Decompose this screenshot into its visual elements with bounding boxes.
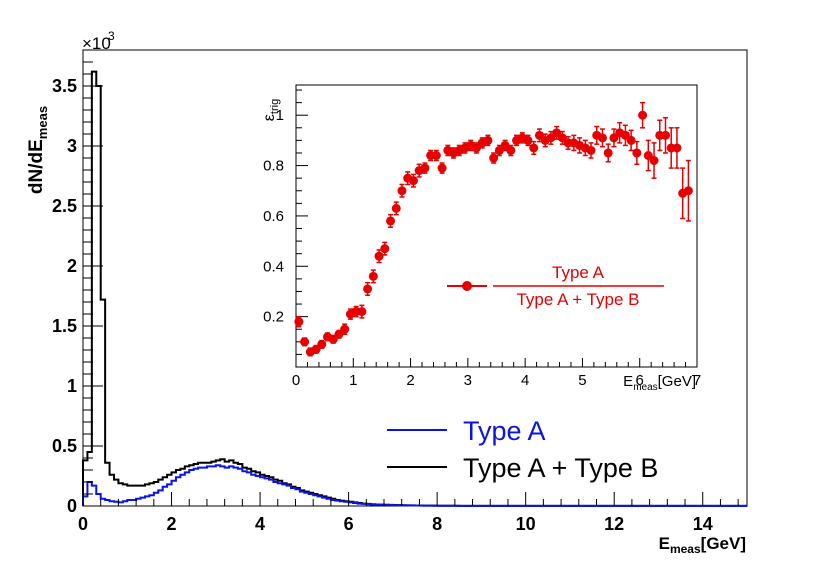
inset-data-point xyxy=(391,203,401,213)
inset-y-tick-label: 1 xyxy=(276,107,284,124)
main-x-tick-label: 4 xyxy=(255,514,265,534)
main-y-tick-label: 3 xyxy=(67,136,77,156)
legend-label-type-ab: Type A + Type B xyxy=(463,453,658,483)
inset-data-point xyxy=(397,186,407,196)
inset-x-tick-label: 1 xyxy=(349,372,357,389)
inset-data-point xyxy=(363,284,373,294)
main-y-tick-label: 0 xyxy=(67,496,77,516)
inset-x-tick-label: 0 xyxy=(292,372,300,389)
inset-plot-background xyxy=(296,85,697,367)
inset-y-tick-label: 0.2 xyxy=(263,309,284,326)
inset-data-point xyxy=(317,339,327,349)
inset-y-ticks: 0.2 0.4 0.6 0.8 1 xyxy=(263,89,308,355)
inset-y-tick-label: 0.6 xyxy=(263,208,284,225)
inset-y-label: εtrig xyxy=(261,99,281,121)
inset-data-point xyxy=(597,133,607,143)
inset-data-point xyxy=(683,186,693,196)
main-x-ticks: 0 2 4 6 8 10 12 14 xyxy=(78,492,739,534)
inset-x-tick-label: 6 xyxy=(636,372,644,389)
inset-legend-marker xyxy=(462,281,472,291)
main-y-exponent-power: 3 xyxy=(108,29,115,43)
main-y-label: dN/dEmeas xyxy=(26,106,50,194)
inset-x-label-sub: meas xyxy=(633,382,657,393)
inset-legend-denominator: Type A + Type B xyxy=(516,290,639,309)
inset-y-tick-label: 0.4 xyxy=(263,258,284,275)
inset-data-point xyxy=(632,148,642,158)
inset-x-ticks: 0 1 2 3 4 5 6 7 xyxy=(292,358,701,389)
inset-data-point xyxy=(386,216,396,226)
inset-data-point xyxy=(523,135,533,145)
inset-data-point xyxy=(529,143,539,153)
inset-data-points xyxy=(294,101,693,357)
main-x-label-main: E xyxy=(659,534,670,553)
inset-data-point xyxy=(506,145,516,155)
inset-x-tick-label: 2 xyxy=(406,372,414,389)
inset-data-point xyxy=(626,135,636,145)
inset-y-tick-label: 0.8 xyxy=(263,158,284,175)
main-y-ticks: 0 0.5 1 1.5 2 2.5 3 3.5 xyxy=(52,61,103,516)
main-legend: Type A Type A + Type B xyxy=(387,416,658,483)
main-x-tick-label: 6 xyxy=(344,514,354,534)
inset-y-label-main: ε xyxy=(261,114,278,121)
inset-legend: Type A Type A + Type B xyxy=(447,263,664,309)
inset-data-point xyxy=(603,148,613,158)
main-x-label: Emeas[GeV] xyxy=(659,534,746,556)
main-y-tick-label: 0.5 xyxy=(52,436,77,456)
main-y-tick-label: 3.5 xyxy=(52,76,77,96)
inset-plot-frame xyxy=(295,84,698,368)
main-y-tick-label: 1 xyxy=(67,376,77,396)
inset-data-point xyxy=(380,244,390,254)
inset-x-label-unit: [GeV] xyxy=(658,373,696,390)
inset-x-label-main: E xyxy=(623,373,633,390)
inset-x-tick-label: 5 xyxy=(578,372,586,389)
inset-y-label-sub: trig xyxy=(269,99,281,114)
main-x-tick-label: 10 xyxy=(516,514,536,534)
main-x-tick-label: 0 xyxy=(78,514,88,534)
histogram-series-type-a xyxy=(82,464,747,507)
inset-data-point xyxy=(437,163,447,173)
inset-data-point xyxy=(300,337,310,347)
main-y-tick-label: 2.5 xyxy=(52,196,77,216)
svg-text:εtrig: εtrig xyxy=(261,99,281,121)
main-y-tick-label: 1.5 xyxy=(52,316,77,336)
inset-data-point xyxy=(586,145,596,155)
main-y-exponent-base: ×10 xyxy=(82,34,111,53)
inset-data-point xyxy=(374,251,384,261)
inset-data-point xyxy=(340,324,350,334)
main-x-tick-label: 12 xyxy=(604,514,624,534)
main-y-label-sub: meas xyxy=(35,106,50,139)
inset-data-point xyxy=(420,163,430,173)
main-x-label-unit: [GeV] xyxy=(701,534,746,553)
inset-data-point xyxy=(408,176,418,186)
legend-label-type-a: Type A xyxy=(463,416,546,446)
inset-x-label: Emeas[GeV] xyxy=(623,373,696,393)
inset-data-point xyxy=(368,271,378,281)
inset-data-point xyxy=(489,153,499,163)
main-x-tick-label: 14 xyxy=(693,514,713,534)
main-plot: 0 2 4 6 8 10 12 14 00.511.522.533.5 ×10 3 dN/dE… xyxy=(26,29,748,556)
inset-data-point xyxy=(483,135,493,145)
main-x-tick-label: 2 xyxy=(167,514,177,534)
inset-data-point xyxy=(638,110,648,120)
inset-data-point xyxy=(431,151,441,160)
inset-data-point xyxy=(294,317,304,327)
inset-data-point xyxy=(660,130,670,140)
inset-data-point xyxy=(357,307,367,317)
inset-x-tick-label: 3 xyxy=(464,372,472,389)
main-histogram-layer xyxy=(82,70,747,507)
inset-data-point xyxy=(649,156,659,166)
inset-x-tick-label: 7 xyxy=(693,372,701,389)
main-x-label-sub: meas xyxy=(670,542,701,556)
inset-x-tick-label: 4 xyxy=(521,372,529,389)
svg-text:dN/dEmeas: dN/dEmeas xyxy=(26,106,50,194)
main-y-label-main: dN/dE xyxy=(26,139,47,194)
main-x-tick-label: 8 xyxy=(432,514,442,534)
main-y-tick-label: 2 xyxy=(67,256,77,276)
inset-legend-numerator: Type A xyxy=(552,263,605,282)
inset-data-point xyxy=(672,143,682,153)
